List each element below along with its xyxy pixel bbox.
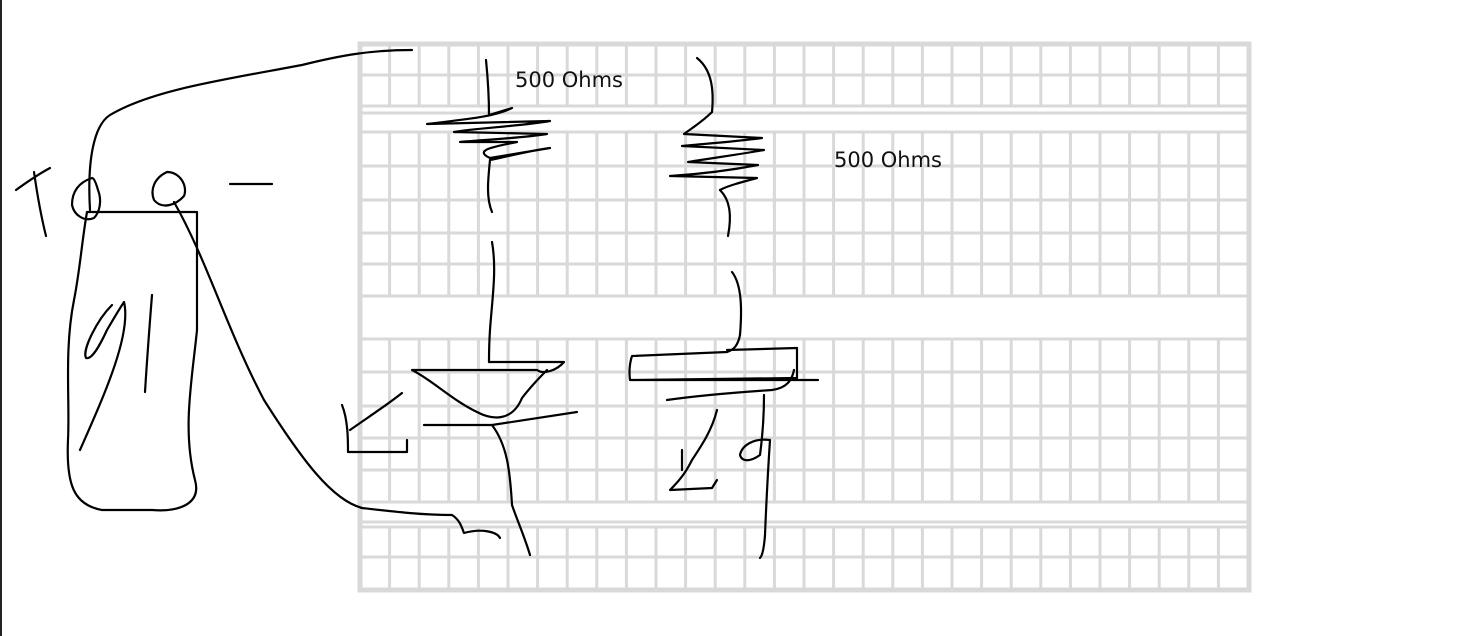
resistor-1-lead-bottom <box>486 158 494 214</box>
wire-positive <box>88 48 414 212</box>
battery-sketch <box>66 210 199 512</box>
resistor-2-body <box>668 110 766 192</box>
resistor-1-label: 500 Ohms <box>515 68 623 92</box>
transistor-1-line <box>422 410 579 427</box>
positive-terminal-knob <box>70 176 102 221</box>
resistor-2-lead-top <box>695 56 714 114</box>
battery-mark-1 <box>78 300 127 452</box>
transistor-1-body <box>410 360 566 419</box>
transistor-2-emitter <box>738 393 772 560</box>
negative-terminal-knob <box>151 170 187 207</box>
wire-negative <box>172 200 502 540</box>
transistor-1-base-lead <box>487 240 496 364</box>
transistor-2-body-line <box>665 368 796 402</box>
transistor-1-emitter <box>490 423 532 557</box>
transistor-1-arrow <box>340 391 409 454</box>
battery-mark-2 <box>143 293 154 394</box>
breadboard-frame <box>357 41 1252 593</box>
transistor-2-collector <box>668 408 719 492</box>
resistor-1-lead-top <box>484 58 491 117</box>
resistor-2-label: 500 Ohms <box>834 148 942 172</box>
transistor-2-body <box>628 346 820 382</box>
resistor-2-lead-bottom <box>718 188 731 238</box>
resistor-1-body <box>425 106 552 162</box>
positive-terminal-mark <box>14 166 52 238</box>
breadboard-grid <box>357 41 1252 593</box>
